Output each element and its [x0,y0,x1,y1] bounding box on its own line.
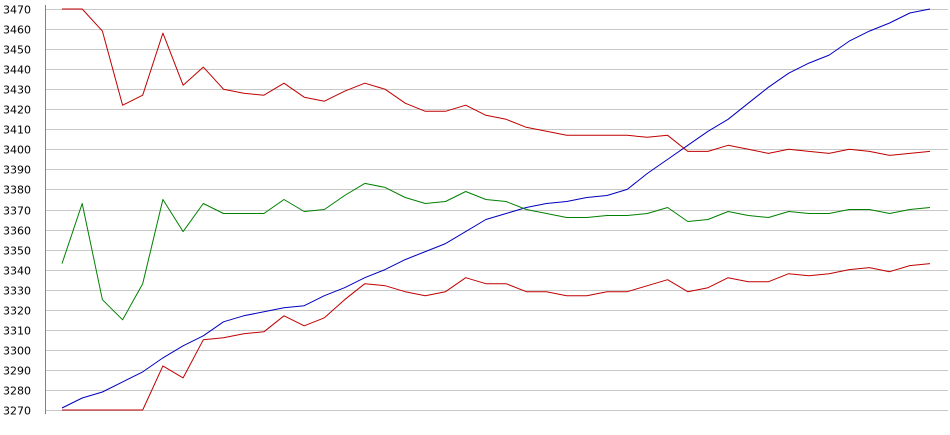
y-tick-label: 3330 [3,285,31,298]
y-tick-label: 3450 [3,44,31,57]
series-line-3 [61,182,931,321]
y-tick-label: 3400 [3,144,31,157]
y-tick-label: 3280 [3,385,31,398]
y-tick-label: 3380 [3,184,31,197]
y-tick-label: 3370 [3,205,31,218]
y-tick-label: 3410 [3,124,31,137]
y-tick-labels: 3470 3460 3450 3440 3430 3420 3410 3400 3390 3380… [3,4,31,418]
series-line-4 [62,263,931,411]
y-tick-label: 3290 [3,365,31,378]
y-tick-label: 3390 [3,164,31,177]
grid-lines [45,5,948,414]
y-tick-label: 3420 [3,104,31,117]
y-tick-label: 3350 [3,245,31,258]
y-tick-label: 3360 [3,225,31,238]
y-tick-label: 3320 [3,305,31,318]
y-tick-label: 3300 [3,345,31,358]
series-line-2 [62,8,931,156]
y-tick-label: 3270 [3,405,31,418]
series-line-1 [61,8,931,409]
y-tick-label: 3340 [3,265,31,278]
series-lines [61,8,931,411]
y-tick-label: 3460 [3,24,31,37]
y-tick-label: 3430 [3,84,31,97]
y-tick-label: 3470 [3,4,31,17]
y-tick-label: 3440 [3,64,31,77]
y-tick-label: 3310 [3,325,31,338]
